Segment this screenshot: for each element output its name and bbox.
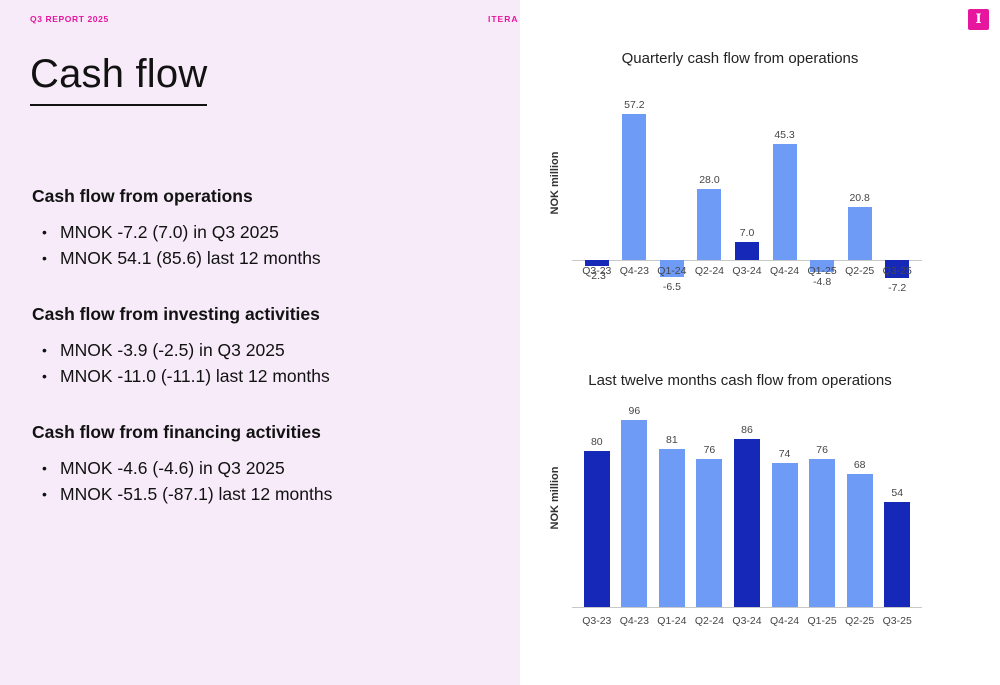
bar-value-label: 45.3 [774,129,795,142]
bar-Q3-24 [735,242,759,260]
list-item: • MNOK 54.1 (85.6) last 12 months [32,245,482,271]
bar-Q2-25 [846,474,873,607]
chart-title-quarterly: Quarterly cash flow from operations [621,50,859,67]
section-investing: Cash flow from investing activities • MN… [32,304,482,389]
bullet-marker-icon: • [42,224,47,240]
bar-category-label: Q2-25 [845,615,875,627]
bar-category-label: Q3-25 [882,615,912,627]
bar-category-label: Q2-25 [845,265,875,277]
section-heading: Cash flow from operations [32,186,253,206]
bar-Q2-24 [697,188,722,260]
bar-category-label: Q1-24 [657,615,687,627]
bar-value-label: 57.2 [624,99,645,112]
bar-Q1-25 [809,458,836,607]
x-axis-line [572,607,922,608]
bar-value-label: -4.8 [813,276,832,289]
section-financing: Cash flow from financing activities • MN… [32,422,482,507]
bullet-text: MNOK -3.9 (-2.5) in Q3 2025 [60,340,285,360]
bar-Q3-24 [734,439,760,607]
bullet-text: MNOK -51.5 (-87.1) last 12 months [60,484,333,504]
bar-value-label: 96 [628,404,641,417]
bullet-marker-icon: • [42,250,47,266]
left-panel: Q3 REPORT 2025 ITERA Cash flow Cash flow… [0,0,520,685]
list-item: • MNOK -4.6 (-4.6) in Q3 2025 [32,455,482,481]
bar-Q2-24 [696,458,723,607]
bar-Q3-23 [583,451,610,607]
y-axis-label: NOK million [549,151,561,215]
bar-value-label: -2.3 [587,269,606,282]
bullet-marker-icon: • [42,368,47,384]
ltm-cash-flow-chart: 80 Q3-23 96 Q4-23 81 Q1-24 76 Q2-24 86 Q3-24 74 Q4-… [572,400,922,645]
bar-Q4-23 [621,419,648,607]
bar-value-label: 74 [778,447,791,460]
bar-category-label: Q3-23 [582,615,612,627]
bar-value-label: 54 [891,486,904,499]
bar-Q4-23 [622,114,647,260]
bar-Q3-25 [885,260,910,279]
bar-category-label: Q4-23 [619,615,649,627]
bar-value-label: 76 [816,443,828,456]
quarterly-cash-flow-chart: -2.3 Q3-23 57.2 Q4-23 -6.5 Q1-24 28.0 Q2-24 7.0 Q… [572,95,922,340]
bullet-text: MNOK -4.6 (-4.6) in Q3 2025 [60,458,285,478]
y-axis-label: NOK million [549,466,561,530]
bar-category-label: Q4-24 [769,615,800,627]
x-axis-line [572,260,922,261]
bar-category-label: Q2-24 [694,265,725,277]
page-title: Cash flow [30,52,208,106]
bar-category-label: Q4-24 [769,265,800,277]
bar-Q1-24 [659,260,684,277]
report-label: Q3 REPORT 2025 [30,14,109,24]
bar-value-label: 80 [590,436,603,448]
bar-category-label: Q3-23 [582,265,612,277]
bar-category-label: Q2-24 [694,615,725,627]
bar-category-label: Q1-24 [657,265,687,277]
bar-category-label: Q1-25 [807,615,837,627]
section-heading: Cash flow from investing activities [32,304,320,324]
bar-value-label: -7.2 [888,282,907,295]
bar-value-label: 28.0 [699,173,720,186]
section-operations: Cash flow from operations • MNOK -7.2 (7… [32,186,482,271]
itera-logo-icon: I [968,9,989,30]
bar-value-label: 7.0 [739,227,755,240]
bullet-text: MNOK -11.0 (-11.1) last 12 months [60,366,330,386]
bar-value-label: 86 [741,424,753,437]
bullet-marker-icon: • [42,342,47,358]
bar-Q4-24 [772,144,797,260]
bar-category-label: Q1-25 [807,265,837,277]
list-item: • MNOK -51.5 (-87.1) last 12 months [32,481,482,507]
bar-category-label: Q4-23 [619,265,649,277]
bar-value-label: -6.5 [662,280,681,293]
bar-value-label: 76 [703,443,716,456]
section-heading: Cash flow from financing activities [32,422,321,442]
bullet-text: MNOK -7.2 (7.0) in Q3 2025 [60,222,279,242]
brand-label: ITERA [488,14,519,24]
bullet-marker-icon: • [42,486,47,502]
list-item: • MNOK -7.2 (7.0) in Q3 2025 [32,219,482,245]
bar-Q3-25 [884,501,911,607]
list-item: • MNOK -3.9 (-2.5) in Q3 2025 [32,337,482,363]
bar-value-label: 81 [666,434,678,447]
bar-Q1-24 [658,449,685,607]
bullet-marker-icon: • [42,460,47,476]
bar-Q3-23 [584,260,609,266]
bullet-text: MNOK 54.1 (85.6) last 12 months [60,248,321,268]
bar-category-label: Q3-24 [732,265,762,277]
bar-Q2-25 [847,206,872,260]
list-item: • MNOK -11.0 (-11.1) last 12 months [32,363,482,389]
bar-value-label: 68 [853,459,866,472]
bar-Q4-24 [771,462,798,607]
bar-category-label: Q3-24 [732,615,762,627]
sections: Cash flow from operations • MNOK -7.2 (7… [32,186,482,540]
bar-Q1-25 [810,260,835,273]
bar-category-label: Q3-25 [882,265,912,277]
page-title-text: Cash flow [30,52,208,106]
bar-value-label: 20.8 [849,191,870,204]
chart-title-ltm: Last twelve months cash flow from operat… [588,372,892,389]
